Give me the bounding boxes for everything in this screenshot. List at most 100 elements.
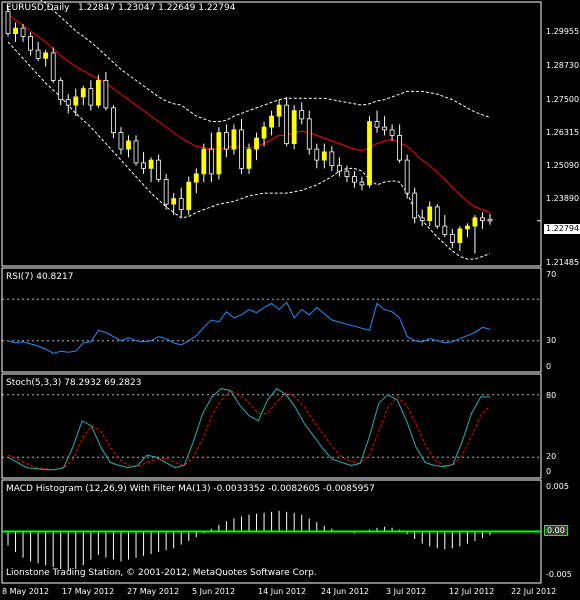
rsi-title: RSI(7) 40.8217 xyxy=(6,272,74,282)
candle-body xyxy=(148,159,154,169)
candle-body xyxy=(13,27,18,35)
date-tick-label: 12 Jul 2012 xyxy=(449,587,495,596)
macd-title: MACD Histogram (12,26,9) With Filter MA(… xyxy=(6,484,375,494)
candle-body xyxy=(291,110,297,145)
candle-body xyxy=(465,225,470,230)
candle-body xyxy=(43,52,49,59)
price-tick-label: 1.26315 xyxy=(546,128,580,137)
candle-body xyxy=(449,233,455,244)
candle-body xyxy=(20,27,26,37)
candle-body xyxy=(397,134,403,161)
symbol-title: EURUSD,Daily xyxy=(6,3,70,13)
candle-body xyxy=(216,132,222,175)
price-tick-label: 1.25090 xyxy=(546,161,580,170)
macd-tick-label: -0.005 xyxy=(546,570,572,579)
candle-body xyxy=(329,151,335,167)
candle-body xyxy=(224,132,229,150)
bollinger-upper-line xyxy=(40,0,491,123)
current-price-tag: 1.22794 xyxy=(544,224,580,234)
rsi-line xyxy=(7,301,491,354)
candle-body xyxy=(246,148,252,169)
candle-body xyxy=(314,148,320,161)
candle-body xyxy=(412,192,418,219)
candle-body xyxy=(299,110,305,120)
date-tick-label: 24 Jun 2012 xyxy=(321,587,370,596)
candle-body xyxy=(269,115,274,128)
rsi-tick-label: 30 xyxy=(546,336,557,345)
candle-body xyxy=(231,129,237,150)
macd-zero-tag: 0.00 xyxy=(544,525,568,536)
price-tick-label: 1.28730 xyxy=(546,61,580,70)
stoch-signal-line xyxy=(7,390,491,471)
price-tick-label: 1.27500 xyxy=(546,95,580,104)
date-tick-label: 27 May 2012 xyxy=(127,587,180,596)
candle-body xyxy=(5,11,11,35)
candle-body xyxy=(126,140,131,150)
price-tick-label: 1.29955 xyxy=(546,27,580,36)
candle-body xyxy=(321,151,327,161)
candle-body xyxy=(118,132,124,150)
candle-body xyxy=(58,79,64,101)
candle-body xyxy=(239,129,244,169)
stoch-tick-label: 20 xyxy=(546,452,557,461)
candle-body xyxy=(156,159,162,180)
candle-body xyxy=(65,99,71,106)
candle-body xyxy=(374,121,380,128)
candle-body xyxy=(95,79,101,106)
candle-body xyxy=(434,206,440,227)
date-tick-label: 17 May 2012 xyxy=(62,587,115,596)
candle-body xyxy=(193,173,199,183)
candle-body xyxy=(419,217,425,222)
candle-body xyxy=(133,140,139,164)
candle-body xyxy=(88,88,94,106)
rsi-tick-label: 70 xyxy=(546,270,557,279)
candle-body xyxy=(472,217,478,227)
candle-body xyxy=(103,79,109,109)
candle-body xyxy=(186,181,192,211)
candle-body xyxy=(427,206,433,222)
candle-body xyxy=(201,148,207,175)
stoch-tick-label: 80 xyxy=(546,391,557,400)
main-panel-frame xyxy=(1,1,542,267)
candle-body xyxy=(80,88,86,98)
price-tick-label: 1.21485 xyxy=(546,258,580,267)
candle-body xyxy=(389,129,395,136)
footer-copyright: Lionstone Trading Station, © 2001-2012, … xyxy=(6,568,317,578)
candle-body xyxy=(141,162,146,169)
candle-body xyxy=(306,118,312,150)
candle-body xyxy=(487,218,493,222)
candle-body xyxy=(442,225,448,235)
ohlc-readout: 1.22847 1.23047 1.22649 1.22794 xyxy=(78,3,236,13)
macd-tick-label: 0.005 xyxy=(546,482,569,491)
candle-body xyxy=(111,107,116,134)
candle-body xyxy=(261,126,267,139)
candle-body xyxy=(178,198,184,211)
moving-average-line xyxy=(7,13,491,213)
date-tick-label: 22 Jul 2012 xyxy=(511,587,557,596)
candle-body xyxy=(457,228,463,244)
rsi-panel-frame xyxy=(1,267,542,373)
candle-body xyxy=(404,159,410,194)
candle-body xyxy=(344,170,350,178)
stoch-tick-label: 0 xyxy=(546,467,552,476)
candle-body xyxy=(284,104,290,145)
date-tick-label: 5 Jun 2012 xyxy=(192,587,236,596)
bollinger-lower-line xyxy=(7,41,491,260)
stoch-main-line xyxy=(7,387,490,471)
candle-body xyxy=(480,217,485,222)
candle-body xyxy=(254,137,259,150)
candle-body xyxy=(73,96,79,106)
candle-body xyxy=(352,176,357,183)
rsi-tick-label: 0 xyxy=(546,362,552,371)
stoch-title: Stoch(5,3,3) 78.2932 69.2823 xyxy=(6,378,142,388)
stoch-panel-frame xyxy=(1,373,542,479)
candle-body xyxy=(367,121,372,186)
candle-body xyxy=(50,52,56,81)
candle-body xyxy=(382,126,387,131)
date-tick-label: 8 May 2012 xyxy=(2,587,50,596)
price-tick-label: 1.23890 xyxy=(546,194,580,203)
candle-body xyxy=(28,35,33,51)
date-tick-label: 14 Jun 2012 xyxy=(258,587,307,596)
